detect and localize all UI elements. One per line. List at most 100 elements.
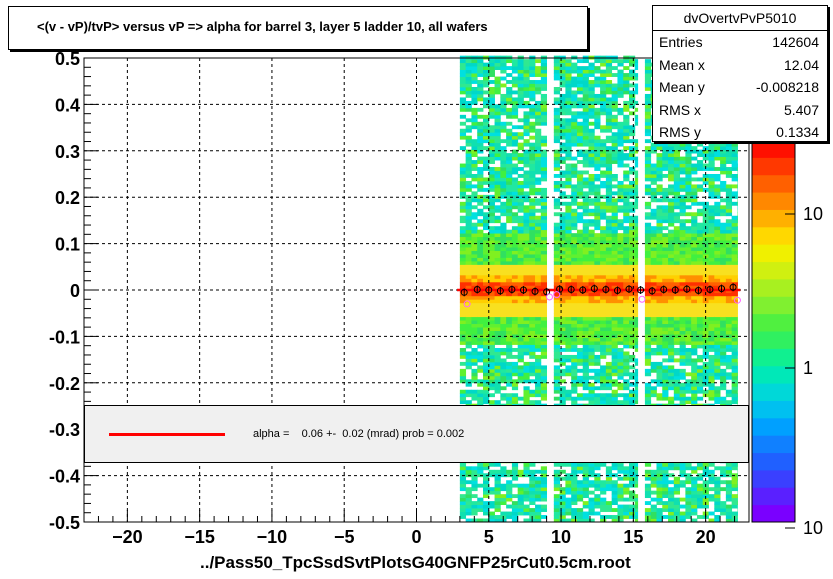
- heatmap-cell: [605, 187, 613, 192]
- heatmap-cell: [459, 83, 467, 88]
- heatmap-cell: [662, 261, 669, 265]
- heatmap-cell: [662, 375, 669, 380]
- heatmap-cell: [465, 66, 472, 70]
- heatmap-cell: [465, 135, 472, 140]
- heatmap-cell: [500, 191, 507, 196]
- heatmap-cell: [559, 361, 566, 366]
- heatmap-cell: [634, 201, 639, 206]
- heatmap-cell: [629, 76, 636, 81]
- heatmap-cell: [691, 302, 698, 307]
- heatmap-cell: [559, 97, 566, 102]
- heatmap-cell: [465, 73, 472, 77]
- heatmap-cell: [540, 504, 548, 509]
- heatmap-cell: [488, 212, 495, 217]
- heatmap-cell: [477, 469, 484, 474]
- heatmap-cell: [576, 247, 584, 251]
- heatmap-cell: [679, 354, 686, 359]
- heatmap-cell: [662, 254, 669, 258]
- heatmap-cell: [506, 375, 513, 380]
- heatmap-cell: [465, 508, 472, 512]
- heatmap-cell: [494, 114, 501, 119]
- heatmap-cell: [517, 198, 524, 203]
- heatmap-cell: [702, 497, 709, 502]
- heatmap-cell: [483, 302, 490, 307]
- heatmap-cell: [571, 212, 578, 217]
- heatmap-cell: [605, 344, 613, 349]
- heatmap-cell: [511, 483, 519, 488]
- heatmap-cell: [471, 163, 478, 168]
- heatmap-cell: [540, 295, 548, 300]
- heatmap-cell: [720, 142, 727, 147]
- heatmap-cell: [691, 250, 698, 255]
- heatmap-cell: [725, 483, 733, 488]
- heatmap-cell: [644, 313, 652, 318]
- heatmap-cell: [582, 302, 589, 307]
- heatmap-cell: [644, 306, 652, 311]
- heatmap-cell: [708, 302, 715, 307]
- heatmap-cell: [494, 327, 501, 331]
- heatmap-cell: [553, 344, 561, 349]
- heatmap-cell: [571, 97, 578, 102]
- heatmap-cell: [565, 264, 572, 269]
- heatmap-cell: [582, 208, 589, 213]
- heatmap-cell: [465, 361, 472, 366]
- heatmap-cell: [529, 90, 536, 95]
- heatmap-cell: [605, 163, 613, 168]
- heatmap-cell: [685, 323, 692, 328]
- heatmap-cell: [540, 306, 548, 311]
- heatmap-cell: [600, 372, 607, 377]
- heatmap-cell: [605, 341, 613, 345]
- heatmap-cell: [679, 222, 686, 227]
- heatmap-cell: [656, 497, 663, 502]
- heatmap-cell: [494, 205, 501, 210]
- heatmap-cell: [571, 316, 578, 321]
- heatmap-cell: [594, 316, 601, 321]
- heatmap-cell: [488, 501, 495, 505]
- heatmap-cell: [477, 121, 484, 126]
- heatmap-cell: [696, 299, 704, 304]
- heatmap-cell: [459, 163, 467, 168]
- heatmap-cell: [535, 233, 542, 238]
- heatmap-cell: [553, 128, 561, 133]
- heatmap-cell: [662, 396, 669, 401]
- heatmap-cell: [483, 135, 490, 140]
- heatmap-cell: [511, 184, 519, 189]
- heatmap-cell: [708, 240, 715, 244]
- heatmap-cell: [571, 476, 578, 481]
- heatmap-cell: [605, 274, 613, 279]
- heatmap-cell: [559, 62, 566, 67]
- heatmap-cell: [605, 302, 613, 307]
- heatmap-cell: [523, 490, 530, 495]
- heatmap-cell: [565, 281, 572, 286]
- heatmap-cell: [588, 389, 595, 394]
- heatmap-cell: [500, 184, 507, 189]
- heatmap-cell: [565, 226, 572, 231]
- heatmap-cell: [582, 149, 589, 154]
- heatmap-cell: [696, 334, 704, 338]
- heatmap-cell: [656, 187, 663, 192]
- heatmap-cell: [629, 90, 636, 95]
- heatmap-cell: [600, 215, 607, 220]
- heatmap-cell: [582, 250, 589, 255]
- heatmap-cell: [488, 379, 495, 384]
- heatmap-cell: [605, 480, 613, 485]
- heatmap-cell: [691, 469, 698, 474]
- heatmap-cell: [517, 281, 524, 286]
- heatmap-cell: [494, 375, 501, 380]
- heatmap-cell: [553, 100, 561, 105]
- heatmap-cell: [517, 167, 524, 171]
- heatmap-cell: [702, 299, 709, 304]
- heatmap-cell: [477, 309, 484, 314]
- heatmap-cell: [517, 323, 524, 328]
- heatmap-cell: [600, 128, 607, 133]
- heatmap-cell: [611, 243, 618, 248]
- heatmap-cell: [576, 76, 584, 81]
- heatmap-cell: [702, 295, 709, 300]
- heatmap-cell: [594, 208, 601, 213]
- heatmap-cell: [679, 285, 686, 290]
- heatmap-cell: [471, 337, 478, 342]
- heatmap-cell: [576, 87, 584, 91]
- heatmap-cell: [623, 243, 630, 248]
- heatmap-cell: [506, 271, 513, 276]
- heatmap-cell: [488, 100, 495, 105]
